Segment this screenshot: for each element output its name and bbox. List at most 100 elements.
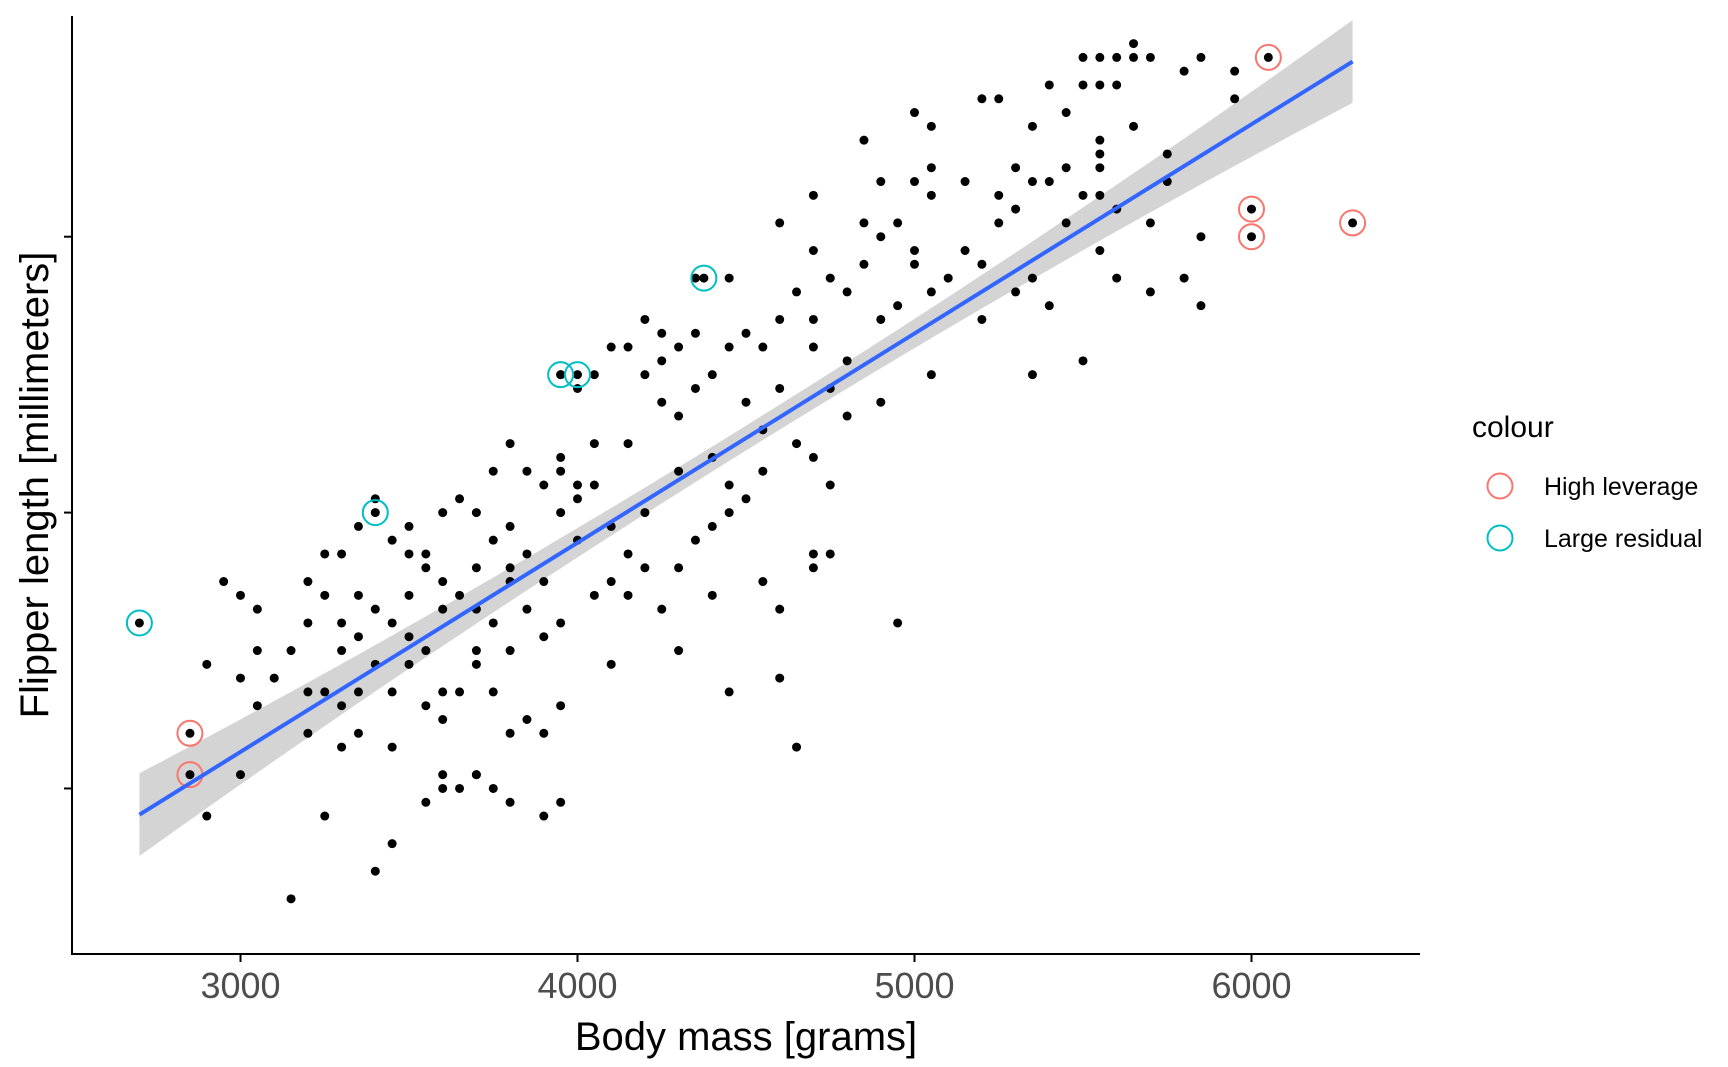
data-point <box>1247 204 1256 214</box>
data-point <box>337 701 347 711</box>
data-point <box>556 452 566 462</box>
data-point <box>926 190 936 200</box>
data-point <box>337 549 347 559</box>
data-point <box>539 480 549 490</box>
data-point <box>438 604 448 614</box>
data-point <box>926 121 936 131</box>
data-point <box>859 135 869 145</box>
data-point <box>808 563 818 573</box>
data-point <box>404 521 414 531</box>
data-point <box>640 508 650 518</box>
data-point <box>775 604 785 614</box>
data-point <box>573 480 582 490</box>
data-point <box>1095 163 1105 173</box>
data-point <box>994 190 1004 200</box>
data-point <box>353 590 363 600</box>
data-point <box>387 742 397 752</box>
x-axis-ticks: 3000 4000 5000 6000 <box>200 954 1292 1006</box>
data-point <box>219 577 229 587</box>
data-point <box>707 521 717 531</box>
data-points <box>134 39 1358 904</box>
high-leverage-ring <box>1339 209 1367 237</box>
data-point <box>640 563 650 573</box>
data-point <box>337 646 347 656</box>
data-point <box>859 259 869 269</box>
data-point <box>775 314 785 324</box>
x-tick-label: 5000 <box>874 965 954 1006</box>
data-point <box>690 273 700 283</box>
data-point <box>505 563 515 573</box>
data-point <box>303 687 313 697</box>
data-point <box>438 783 448 793</box>
data-point <box>1027 177 1037 187</box>
high-leverage-ring <box>1254 43 1282 71</box>
data-point <box>1179 273 1189 283</box>
data-point <box>606 342 616 352</box>
data-point <box>353 632 363 642</box>
data-point <box>674 646 684 656</box>
high-leverage-ring <box>1238 223 1265 251</box>
data-point <box>1129 52 1139 62</box>
data-point <box>606 577 616 587</box>
data-point <box>438 577 448 587</box>
data-point <box>589 480 599 490</box>
data-point <box>320 811 330 821</box>
data-point <box>943 273 953 283</box>
data-point <box>623 549 633 559</box>
data-point <box>185 728 195 738</box>
data-point <box>893 218 903 228</box>
data-point <box>808 342 818 352</box>
data-point <box>471 646 481 656</box>
data-point <box>674 411 684 421</box>
data-point <box>303 728 313 738</box>
data-point <box>185 770 195 780</box>
data-point <box>387 535 397 545</box>
data-point <box>1027 273 1037 283</box>
data-point <box>842 411 852 421</box>
data-point <box>353 687 363 697</box>
data-point <box>589 439 599 449</box>
data-point <box>455 590 465 600</box>
data-point <box>926 370 936 380</box>
data-point <box>640 314 650 324</box>
data-point <box>657 328 667 338</box>
data-point <box>1011 287 1021 297</box>
large-residual-ring <box>547 361 575 389</box>
data-point <box>690 328 700 338</box>
data-point <box>808 246 818 255</box>
data-point <box>606 659 616 669</box>
data-point <box>690 535 700 545</box>
data-point <box>674 342 684 352</box>
data-point <box>910 246 919 255</box>
data-point <box>236 673 245 683</box>
data-point <box>1044 177 1054 187</box>
data-point <box>758 466 768 476</box>
data-point <box>404 549 414 559</box>
data-point <box>421 563 431 573</box>
x-tick-label: 4000 <box>537 965 617 1006</box>
data-point <box>505 439 515 449</box>
data-point <box>808 452 818 462</box>
data-point <box>623 590 633 600</box>
data-point <box>337 618 347 628</box>
data-point <box>303 577 313 587</box>
legend-key-ring <box>1486 472 1514 500</box>
legend-label: High leverage <box>1544 473 1698 501</box>
data-point <box>488 466 498 476</box>
data-point <box>539 811 549 821</box>
data-point <box>994 94 1004 104</box>
data-point <box>910 259 919 269</box>
data-point <box>1145 218 1155 228</box>
data-point <box>775 218 785 228</box>
data-point <box>455 783 465 793</box>
data-point <box>522 466 532 476</box>
data-point <box>1078 190 1088 200</box>
data-point <box>573 494 582 504</box>
x-axis-title: Body mass [grams] <box>575 1015 917 1059</box>
large-residual-ring <box>125 609 153 637</box>
data-point <box>421 797 431 807</box>
x-tick-label: 3000 <box>200 965 280 1006</box>
data-point <box>623 342 633 352</box>
data-point <box>1112 80 1122 90</box>
